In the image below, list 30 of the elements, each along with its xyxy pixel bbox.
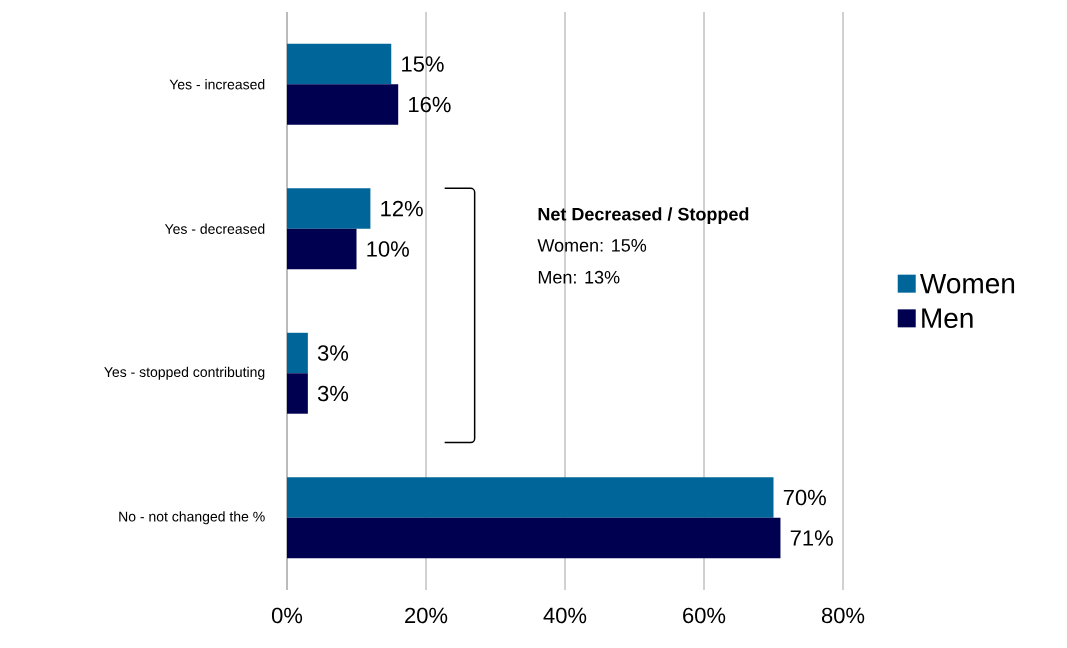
bar [287, 373, 308, 414]
data-label: 3% [317, 385, 349, 402]
x-tick-label: 20% [405, 607, 448, 624]
annotation: Net Decreased / Stopped [538, 207, 749, 225]
x-tick-label: 40% [543, 607, 587, 624]
data-label: 70% [783, 489, 826, 506]
data-label: 15% [402, 56, 444, 72]
y-tick-label: Yes - increased [169, 79, 265, 90]
legend-label: Women [920, 273, 1015, 294]
bar [287, 84, 399, 125]
data-label: 10% [367, 241, 409, 257]
bar [287, 517, 781, 559]
x-tick-label: 0% [271, 607, 303, 624]
bar [287, 477, 774, 518]
bar [287, 43, 392, 85]
data-label: 16% [409, 96, 451, 113]
bar [287, 332, 308, 374]
x-tick-label: 60% [683, 607, 726, 624]
annotation: Men: 13% [538, 270, 620, 284]
x-tick-label: 80% [821, 607, 865, 624]
annotation: Women: 15% [537, 239, 647, 252]
y-tick-label: Yes - decreased [164, 223, 265, 234]
data-label: 3% [317, 345, 349, 361]
bar [287, 228, 357, 270]
data-label: 12% [381, 200, 423, 217]
y-tick-label: No - not changed the % [119, 511, 265, 525]
y-tick-label: Yes - stopped contributing [104, 366, 265, 380]
data-label: 71% [790, 530, 833, 546]
bar [287, 188, 371, 229]
legend-label: Men [922, 308, 973, 329]
